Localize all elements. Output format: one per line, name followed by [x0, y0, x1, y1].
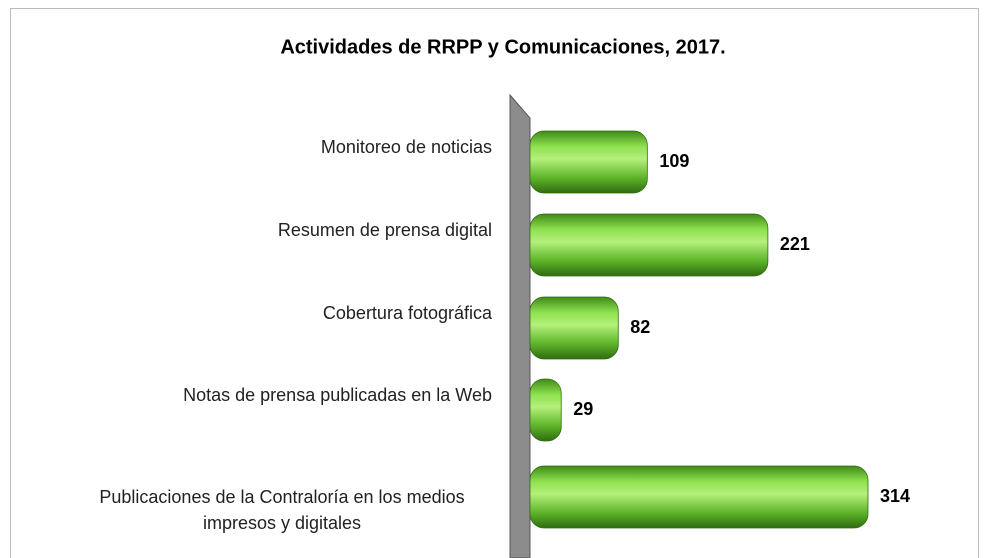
- category-label: Notas de prensa publicadas en la Web: [183, 382, 492, 408]
- category-text: Publicaciones de la Contraloría en los m…: [99, 487, 465, 533]
- category-text: Resumen de prensa digital: [277, 220, 492, 240]
- category-text: Notas de prensa publicadas en la Web: [183, 385, 492, 405]
- bar: [529, 296, 619, 360]
- bar: [529, 465, 869, 529]
- category-label: Resumen de prensa digital: [278, 217, 492, 243]
- category-text: Monitoreo de noticias: [320, 137, 492, 157]
- back-wall: [509, 93, 531, 558]
- chart-title: Actividades de RRPP y Comunicaciones, 20…: [280, 36, 725, 58]
- category-label: Publicaciones de la Contraloría en los m…: [72, 484, 492, 536]
- data-label: 221: [780, 234, 810, 254]
- category-label: Monitoreo de noticias: [321, 134, 492, 160]
- bar: [529, 213, 769, 277]
- data-label: 109: [659, 151, 689, 171]
- category-label: Cobertura fotográfica: [323, 300, 492, 326]
- data-label: 314: [880, 486, 910, 506]
- data-label: 29: [573, 399, 593, 419]
- frame: [10, 8, 979, 558]
- bar: [529, 130, 648, 194]
- bar: [529, 378, 562, 442]
- category-text: Cobertura fotográfica: [322, 303, 492, 323]
- data-label: 82: [630, 317, 650, 337]
